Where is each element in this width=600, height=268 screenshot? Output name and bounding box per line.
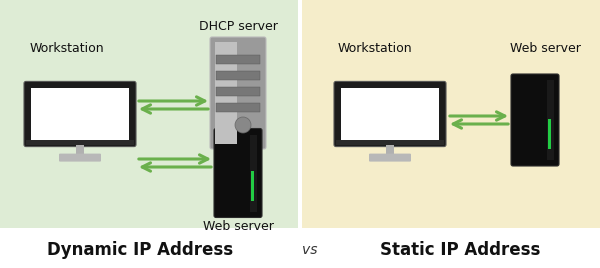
Bar (0, 228, 600, 268)
FancyBboxPatch shape (334, 81, 446, 147)
Bar (341, 88, 439, 140)
Circle shape (235, 117, 251, 133)
Bar (386, 145, 394, 155)
Text: Web server: Web server (509, 42, 580, 54)
Text: Static IP Address: Static IP Address (380, 241, 540, 259)
Bar (302, 0, 600, 228)
Bar (216, 87, 260, 96)
Bar (76, 145, 84, 155)
Bar (31, 88, 129, 140)
FancyBboxPatch shape (369, 154, 411, 162)
Bar (336, 140, 444, 145)
Bar (251, 170, 254, 200)
Bar (215, 42, 237, 144)
FancyBboxPatch shape (511, 74, 559, 166)
Bar (547, 80, 554, 160)
FancyBboxPatch shape (214, 128, 262, 218)
Bar (216, 55, 260, 64)
FancyBboxPatch shape (24, 81, 136, 147)
FancyBboxPatch shape (59, 154, 101, 162)
Bar (26, 140, 134, 145)
Text: Web server: Web server (203, 219, 274, 233)
Text: DHCP server: DHCP server (199, 20, 277, 32)
Bar (250, 135, 257, 211)
Bar (216, 103, 260, 112)
Text: Workstation: Workstation (30, 42, 104, 54)
Text: Dynamic IP Address: Dynamic IP Address (47, 241, 233, 259)
Bar (548, 119, 551, 149)
FancyBboxPatch shape (210, 37, 266, 149)
Bar (215, 146, 221, 151)
Bar (0, 0, 298, 228)
Text: Workstation: Workstation (338, 42, 413, 54)
Bar (216, 71, 260, 80)
Bar (255, 146, 261, 151)
Text: vs: vs (302, 243, 318, 257)
